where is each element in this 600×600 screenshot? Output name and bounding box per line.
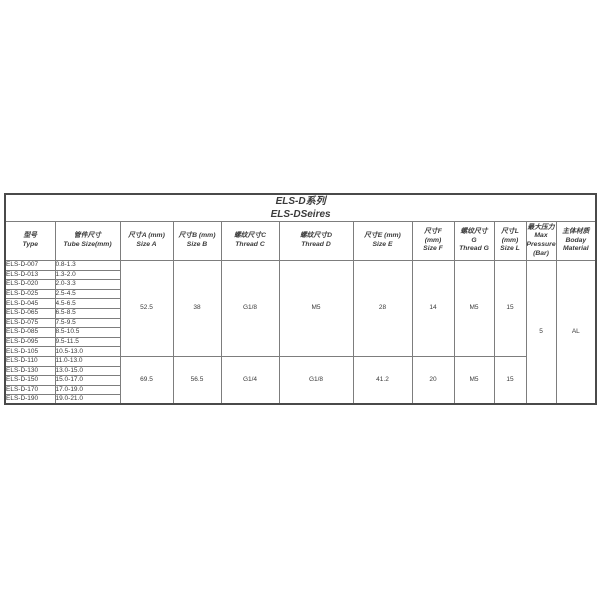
group1-thread-g: M5 <box>453 260 495 357</box>
tube-size-cell: 4.5-6.5 <box>54 298 121 309</box>
type-cell: ELS-D-130 <box>4 365 56 377</box>
group1-size-e: 28 <box>352 260 413 357</box>
type-cell: ELS-D-095 <box>4 336 56 348</box>
table-row: ELS-D-110 11.0-13.0 69.5 56.5 G1/4 G1/8 … <box>4 355 596 405</box>
col-header-size-b: 尺寸B (mm) Size B <box>172 221 222 261</box>
tube-size-cell: 13.0-15.0 <box>54 365 121 377</box>
type-cell: ELS-D-045 <box>4 298 56 309</box>
group1-size-l: 15 <box>493 260 527 357</box>
table-row: ELS-D-190 19.0-21.0 <box>4 394 596 405</box>
group2-size-l: 15 <box>493 355 527 405</box>
col-header-size-f: 尺寸F (mm) Size F <box>411 221 455 261</box>
type-cell: ELS-D-150 <box>4 375 56 386</box>
material-cell: AL <box>555 260 597 405</box>
col-header-max-pressure: 最大压力 Max Pressure (Bar) <box>525 221 557 261</box>
table-title-row: ELS-D系列 ELS-DSeires <box>4 193 597 222</box>
tube-size-cell: 6.5-8.5 <box>54 307 121 319</box>
tube-size-cell: 10.5-13.0 <box>54 346 121 357</box>
type-cell: ELS-D-065 <box>4 307 56 319</box>
group2-thread-g: M5 <box>453 355 495 405</box>
group2-size-e: 41.2 <box>352 355 413 405</box>
table-title-cn: ELS-D系列 <box>275 196 326 207</box>
table-title-cell: ELS-D系列 ELS-DSeires <box>4 193 597 222</box>
group1-size-f: 14 <box>411 260 455 357</box>
tube-size-cell: 9.5-11.5 <box>54 336 121 348</box>
group2-size-a: 69.5 <box>119 355 174 405</box>
type-cell: ELS-D-190 <box>4 394 56 405</box>
col-header-thread-c: 螺纹尺寸C Thread C <box>220 221 280 261</box>
type-cell: ELS-D-025 <box>4 288 56 300</box>
table-row: ELS-D-007 0.8-1.3 52.5 38 G1/8 M5 28 14 … <box>4 260 597 405</box>
col-header-size-e: 尺寸E (mm) Size E <box>352 221 413 261</box>
tube-size-cell: 2.0-3.3 <box>54 279 121 290</box>
tube-size-cell: 19.0-21.0 <box>54 394 121 405</box>
group1-thread-d: M5 <box>278 260 354 357</box>
spec-table: ELS-D系列 ELS-DSeires 型号 Type 管件尺寸 Tube Size… <box>4 193 598 406</box>
type-cell: ELS-D-170 <box>4 384 56 396</box>
type-cell: ELS-D-105 <box>4 346 56 357</box>
group1-size-a: 52.5 <box>119 260 174 357</box>
group2-size-f: 20 <box>411 355 455 405</box>
tube-size-cell: 2.5-4.5 <box>54 288 121 300</box>
type-cell: ELS-D-075 <box>4 317 56 329</box>
tube-size-cell: 0.8-1.3 <box>54 260 121 271</box>
table-title-en: ELS-DSeires <box>270 209 331 220</box>
group2-thread-c: G1/4 <box>220 355 280 405</box>
col-header-size-a: 尺寸A (mm) Size A <box>119 221 174 261</box>
col-header-tube-size: 管件尺寸 Tube Size(mm) <box>54 221 121 261</box>
tube-size-cell: 17.0-19.0 <box>54 384 121 396</box>
tube-size-cell: 1.3-2.0 <box>54 269 121 281</box>
group1-thread-c: G1/8 <box>220 260 280 357</box>
type-cell: ELS-D-110 <box>4 355 56 367</box>
tube-size-cell: 11.0-13.0 <box>54 355 121 367</box>
table-header-row: 型号 Type 管件尺寸 Tube Size(mm) 尺寸A (mm) Size A … <box>4 221 597 261</box>
col-header-thread-d: 螺纹尺寸D Thread D <box>278 221 354 261</box>
tube-size-cell: 7.5-9.5 <box>54 317 121 329</box>
col-header-type: 型号 Type <box>4 221 56 261</box>
type-cell: ELS-D-013 <box>4 269 56 281</box>
group2-size-b: 56.5 <box>172 355 222 405</box>
max-pressure-cell: 5 <box>525 260 557 405</box>
type-cell: ELS-D-007 <box>4 260 56 271</box>
tube-size-cell: 8.5-10.5 <box>54 327 121 338</box>
col-header-material: 主体材质 Boday Material <box>555 221 597 261</box>
group2-thread-d: G1/8 <box>278 355 354 405</box>
type-cell: ELS-D-020 <box>4 279 56 290</box>
col-header-thread-g: 螺纹尺寸 G Thread G <box>453 221 495 261</box>
group1-size-b: 38 <box>172 260 222 357</box>
col-header-size-l: 尺寸L (mm) Size L <box>493 221 527 261</box>
tube-size-cell: 15.0-17.0 <box>54 375 121 386</box>
type-cell: ELS-D-085 <box>4 327 56 338</box>
